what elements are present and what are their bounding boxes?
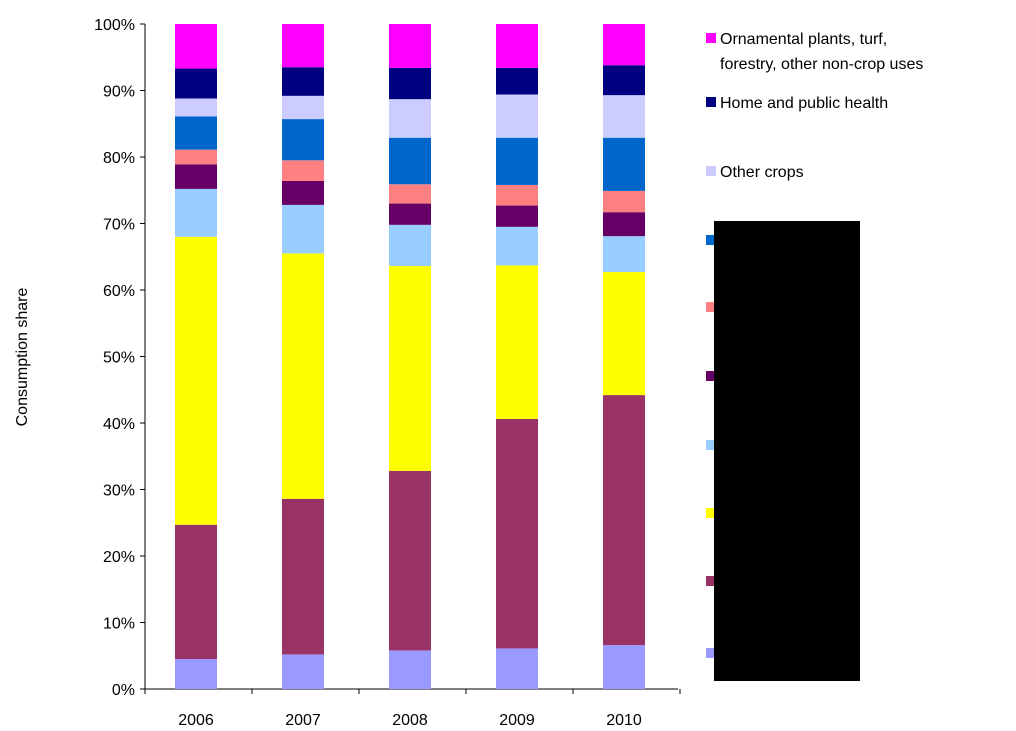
bar-segment-2007-s9	[282, 24, 324, 68]
x-tick-label: 2007	[285, 712, 321, 729]
bar-segment-2009-s4	[496, 205, 538, 227]
bar-segment-2010-s3	[603, 236, 645, 273]
legend-swatch	[706, 33, 716, 43]
legend-swatch	[706, 440, 716, 450]
y-tick-label: 90%	[103, 84, 135, 101]
x-tick-label: 2006	[178, 712, 214, 729]
bar-segment-2007-s6	[282, 119, 324, 161]
bar-segment-2006-s1	[175, 524, 217, 660]
legend-swatch	[706, 576, 716, 586]
legend: Ornamental plants, turf, forestry, other …	[706, 31, 923, 658]
bar-segment-2008-s1	[389, 470, 431, 651]
bar-segment-2006-s4	[175, 164, 217, 189]
bar-segment-2009-s7	[496, 94, 538, 138]
bar-segment-2008-s5	[389, 184, 431, 204]
bar-segment-2007-s7	[282, 95, 324, 120]
y-tick-label: 30%	[103, 483, 135, 500]
y-axis-label: Consumption share	[14, 288, 31, 427]
x-tick-label: 2008	[392, 712, 428, 729]
legend-swatch	[706, 371, 716, 381]
legend-swatch	[706, 235, 716, 245]
bar-segment-2010-s1	[603, 395, 645, 646]
bar-segment-2006-s2	[175, 236, 217, 525]
bar-segment-2009-s5	[496, 184, 538, 206]
bar-segment-2006-s7	[175, 98, 217, 117]
bar-segment-2008-s7	[389, 99, 431, 138]
bar-segment-2009-s1	[496, 419, 538, 649]
bar-segment-2008-s2	[389, 266, 431, 471]
plot-area: 0% 10% 20% 30% 40% 50% 60% 70% 80% 90% 100% 2006 200…	[94, 17, 681, 729]
legend-label: forestry, other non-crop uses	[720, 56, 923, 73]
legend-swatch	[706, 97, 716, 107]
bar-segment-2007-s4	[282, 180, 324, 205]
bar-segment-2006-s6	[175, 116, 217, 150]
bar-segment-2009-s9	[496, 24, 538, 68]
bar-segment-2006-s3	[175, 188, 217, 237]
bar-segment-2007-s2	[282, 253, 324, 499]
bar-segment-2007-s3	[282, 204, 324, 254]
bar-segment-2010-s2	[603, 272, 645, 396]
x-tick-label: 2010	[606, 712, 642, 729]
legend-label: Other crops	[720, 164, 804, 181]
bar-segment-2006-s0	[175, 659, 217, 689]
y-tick-label: 20%	[103, 549, 135, 566]
bar-segment-2009-s0	[496, 648, 538, 689]
legend-swatch	[706, 166, 716, 176]
bar-segment-2006-s8	[175, 68, 217, 99]
bar-segment-2009-s2	[496, 265, 538, 420]
bar-segment-2010-s4	[603, 212, 645, 237]
legend-swatch	[706, 302, 716, 312]
bar-segment-2009-s3	[496, 226, 538, 266]
y-tick-label: 0%	[112, 682, 135, 699]
bar-segment-2008-s0	[389, 650, 431, 689]
bar-segment-2007-s8	[282, 67, 324, 96]
legend-swatch	[706, 508, 716, 518]
y-tick-label: 50%	[103, 350, 135, 367]
bar-segment-2008-s3	[389, 224, 431, 267]
bar-segment-2010-s9	[603, 24, 645, 66]
y-tick-label: 60%	[103, 283, 135, 300]
bar-segment-2010-s0	[603, 645, 645, 689]
y-tick-label: 40%	[103, 416, 135, 433]
bar-segment-2006-s9	[175, 24, 217, 69]
bar-segment-2007-s5	[282, 160, 324, 181]
bar-segment-2010-s8	[603, 65, 645, 96]
y-tick-label: 10%	[103, 616, 135, 633]
bar-segment-2008-s8	[389, 67, 431, 100]
legend-label: Home and public health	[720, 95, 888, 112]
bar-segment-2008-s4	[389, 203, 431, 225]
bar-segment-2009-s8	[496, 67, 538, 95]
bar-segment-2008-s6	[389, 137, 431, 185]
y-tick-label: 70%	[103, 217, 135, 234]
bar-segment-2007-s0	[282, 654, 324, 689]
bar-segment-2008-s9	[389, 24, 431, 68]
y-tick-label: 80%	[103, 150, 135, 167]
legend-label: Ornamental plants, turf,	[720, 31, 887, 48]
bar-segment-2010-s5	[603, 190, 645, 213]
y-tick-label: 100%	[94, 17, 135, 34]
bar-segment-2009-s6	[496, 137, 538, 185]
bar-segment-2007-s1	[282, 498, 324, 655]
bar-segment-2006-s5	[175, 149, 217, 165]
bar-segment-2010-s6	[603, 137, 645, 191]
legend-swatch	[706, 648, 716, 658]
bar-segment-2010-s7	[603, 95, 645, 138]
x-tick-label: 2009	[499, 712, 535, 729]
redaction-block	[714, 221, 860, 681]
